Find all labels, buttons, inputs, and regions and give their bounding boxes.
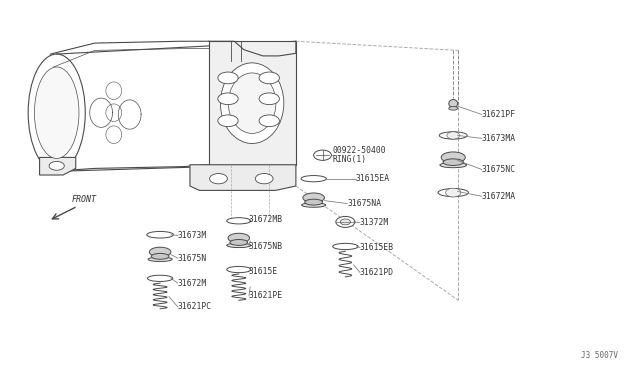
- Ellipse shape: [441, 152, 465, 163]
- Text: 31675N: 31675N: [178, 254, 207, 263]
- Text: 31675NC: 31675NC: [482, 165, 516, 174]
- Ellipse shape: [151, 253, 169, 259]
- Ellipse shape: [28, 54, 85, 171]
- Circle shape: [314, 150, 332, 160]
- Ellipse shape: [227, 266, 251, 273]
- Text: 31621PC: 31621PC: [178, 302, 212, 311]
- Text: 31615EA: 31615EA: [356, 174, 390, 183]
- Text: 31672MA: 31672MA: [482, 192, 516, 201]
- Ellipse shape: [230, 240, 248, 246]
- Text: 31673M: 31673M: [178, 231, 207, 240]
- Ellipse shape: [220, 63, 284, 144]
- Ellipse shape: [228, 73, 276, 134]
- Text: 31621PE: 31621PE: [249, 291, 283, 301]
- Circle shape: [447, 132, 460, 139]
- Text: RING(1): RING(1): [333, 155, 367, 164]
- Text: 31615EB: 31615EB: [360, 243, 394, 252]
- Ellipse shape: [149, 247, 171, 257]
- Text: 31621PD: 31621PD: [360, 268, 394, 277]
- Ellipse shape: [439, 132, 467, 139]
- Circle shape: [218, 72, 238, 84]
- Text: 31615E: 31615E: [249, 266, 278, 276]
- Text: 31673MA: 31673MA: [482, 134, 516, 143]
- Ellipse shape: [228, 233, 250, 243]
- Ellipse shape: [147, 275, 173, 282]
- Polygon shape: [40, 157, 76, 175]
- Ellipse shape: [449, 106, 458, 110]
- Text: J3 5007V: J3 5007V: [581, 351, 618, 360]
- Text: 00922-50400: 00922-50400: [333, 145, 387, 155]
- Ellipse shape: [227, 243, 251, 247]
- Circle shape: [259, 115, 280, 126]
- Text: 31372M: 31372M: [360, 218, 389, 227]
- Circle shape: [259, 93, 280, 105]
- Text: 31621PF: 31621PF: [482, 110, 516, 119]
- Ellipse shape: [301, 176, 326, 182]
- Text: 31675NB: 31675NB: [249, 241, 283, 251]
- Ellipse shape: [303, 193, 324, 202]
- Ellipse shape: [227, 218, 251, 224]
- Circle shape: [255, 174, 273, 184]
- Text: 31675NA: 31675NA: [348, 199, 381, 208]
- Circle shape: [336, 217, 355, 227]
- Circle shape: [218, 93, 238, 105]
- Polygon shape: [209, 41, 296, 165]
- Ellipse shape: [333, 243, 358, 250]
- Ellipse shape: [440, 163, 467, 168]
- Text: 31672MB: 31672MB: [249, 215, 283, 224]
- Ellipse shape: [148, 257, 172, 262]
- Circle shape: [259, 72, 280, 84]
- Circle shape: [210, 174, 227, 184]
- Circle shape: [340, 219, 351, 225]
- Ellipse shape: [443, 159, 463, 166]
- Circle shape: [49, 161, 64, 170]
- Text: FRONT: FRONT: [71, 195, 96, 204]
- Ellipse shape: [305, 199, 323, 205]
- Circle shape: [445, 188, 461, 197]
- Ellipse shape: [147, 231, 173, 238]
- Text: 31672M: 31672M: [178, 279, 207, 288]
- Ellipse shape: [301, 203, 326, 207]
- Ellipse shape: [35, 67, 79, 158]
- Ellipse shape: [449, 100, 458, 108]
- Ellipse shape: [438, 189, 468, 197]
- Circle shape: [218, 115, 238, 126]
- Polygon shape: [190, 165, 296, 190]
